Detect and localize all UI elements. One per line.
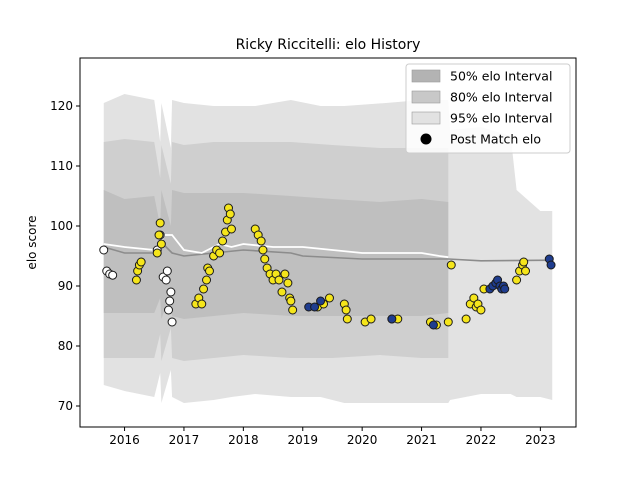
post-match-point-navy (500, 284, 510, 294)
post-match-point-yellow (341, 305, 351, 315)
post-match-point-yellow (152, 248, 162, 258)
post-match-point-yellow (204, 266, 214, 276)
legend-label: Post Match elo (450, 132, 541, 147)
post-match-point-yellow (258, 245, 268, 255)
post-match-point-yellow (324, 293, 334, 303)
post-match-point-yellow (218, 236, 228, 246)
post-match-point-yellow (366, 314, 376, 324)
post-match-point-navy (428, 320, 438, 330)
post-match-point-yellow (155, 218, 165, 228)
legend: 50% elo Interval 80% elo Interval 95% elo … (405, 63, 571, 154)
post-match-point-navy (387, 314, 397, 324)
post-match-point-white (164, 305, 174, 315)
post-match-point-yellow (519, 257, 529, 267)
post-match-point-yellow (288, 305, 298, 315)
y-axis-label: elo score (25, 215, 39, 269)
post-match-point-white (165, 296, 175, 306)
post-match-point-navy (310, 302, 320, 312)
post-match-point-yellow (260, 254, 270, 264)
x-tick-label: 2022 (466, 433, 497, 447)
post-match-point-yellow (197, 299, 207, 309)
legend-swatch (411, 69, 441, 83)
post-match-point-yellow (274, 275, 284, 285)
legend-swatch (411, 90, 441, 104)
post-match-point-yellow (469, 293, 479, 303)
post-match-point-yellow (277, 287, 287, 297)
y-tick-label: 90 (58, 279, 73, 293)
x-tick-label: 2023 (525, 433, 556, 447)
post-match-point-yellow (225, 209, 235, 219)
post-match-point-yellow (256, 236, 266, 246)
legend-box (405, 63, 571, 154)
x-tick-label: 2021 (406, 433, 437, 447)
x-tick-label: 2019 (287, 433, 318, 447)
legend-label: 50% elo Interval (450, 69, 552, 84)
post-match-point-navy (546, 260, 556, 270)
post-match-point-yellow (199, 284, 209, 294)
post-match-point-navy (316, 296, 326, 306)
post-match-point-yellow (461, 314, 471, 324)
band-50-interval (103, 190, 449, 319)
y-tick-label: 80 (58, 339, 73, 353)
post-match-point-white (166, 287, 176, 297)
post-match-point-yellow (131, 275, 141, 285)
post-match-point-yellow (156, 239, 166, 249)
plot-area (99, 94, 556, 403)
post-match-point-yellow (226, 224, 236, 234)
post-match-point-yellow (202, 275, 212, 285)
chart-title: Ricky Riccitelli: elo History (236, 37, 421, 53)
post-match-point-white (161, 275, 171, 285)
post-match-point-yellow (446, 260, 456, 270)
post-match-point-yellow (280, 269, 290, 279)
post-match-point-yellow (286, 296, 296, 306)
legend-swatch (411, 111, 441, 125)
post-match-point-yellow (283, 278, 293, 288)
legend-label: 80% elo Interval (450, 90, 552, 105)
y-tick-label: 120 (50, 99, 73, 113)
post-match-point-white (167, 317, 177, 327)
x-tick-label: 2016 (109, 433, 140, 447)
post-match-point-white (99, 245, 109, 255)
legend-label: 95% elo Interval (450, 111, 552, 126)
post-match-point-yellow (521, 266, 531, 276)
post-match-point-yellow (443, 317, 453, 327)
y-tick-label: 100 (50, 219, 73, 233)
x-tick-label: 2017 (169, 433, 200, 447)
x-tick-label: 2018 (228, 433, 259, 447)
y-tick-label: 110 (50, 159, 73, 173)
post-match-point-yellow (215, 248, 225, 258)
x-tick-label: 2020 (347, 433, 378, 447)
post-match-point-yellow (136, 257, 146, 267)
post-match-point-yellow (154, 230, 164, 240)
axis-ticks: 2016 2017 2018 2019 2020 2021 2022 2023 70 80 90 10… (50, 99, 556, 447)
y-tick-label: 70 (58, 399, 73, 413)
axes-frame (79, 57, 577, 428)
post-match-point-yellow (342, 314, 352, 324)
post-match-point-white (162, 266, 172, 276)
post-match-point-yellow (512, 275, 522, 285)
post-match-point-white (108, 270, 118, 280)
legend-marker (420, 133, 432, 145)
post-match-point-yellow (476, 305, 486, 315)
